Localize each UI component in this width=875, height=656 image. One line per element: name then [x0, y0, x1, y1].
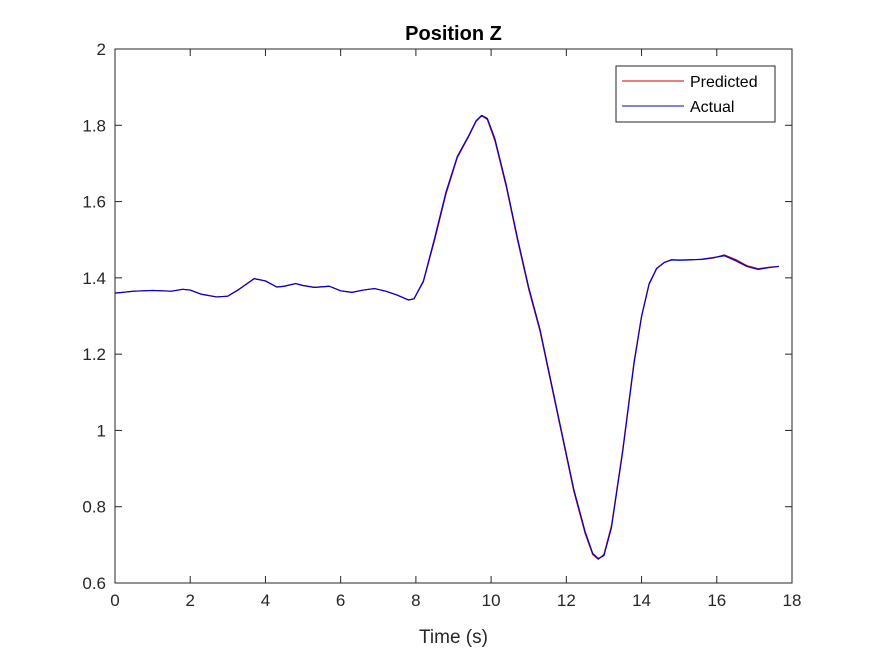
y-tick-label: 2 — [97, 40, 106, 59]
x-axis-title: Time (s) — [419, 627, 488, 648]
x-tick-label: 18 — [783, 591, 802, 610]
plot-area — [115, 49, 792, 583]
x-tick-label: 4 — [261, 591, 270, 610]
y-tick-label: 0.6 — [82, 574, 106, 593]
x-tick-label: 0 — [110, 591, 119, 610]
x-tick-label: 12 — [557, 591, 576, 610]
y-tick-label: 1.2 — [82, 345, 106, 364]
x-tick-label: 2 — [185, 591, 194, 610]
x-tick-label: 16 — [707, 591, 726, 610]
axes-box — [114, 48, 793, 584]
legend-label-actual: Actual — [690, 99, 734, 116]
series-layer — [114, 114, 779, 560]
series-line-actual — [114, 114, 779, 560]
chart-title: Position Z — [405, 23, 502, 45]
y-tick-label: 1 — [97, 421, 106, 440]
y-tick-label: 1.6 — [82, 193, 106, 212]
x-tick-label: 14 — [632, 591, 651, 610]
ticks-layer: 0 2 4 6 8 10 12 14 16 18 0.6 0.8 1 1.2 1.4 1.6 1.8 2 — [82, 40, 801, 610]
y-tick-label: 1.8 — [82, 116, 106, 135]
legend-label-predicted: Predicted — [690, 74, 758, 91]
legend: Predicted Actual — [615, 65, 776, 123]
x-tick-label: 8 — [411, 591, 420, 610]
legend-box — [615, 65, 776, 123]
x-tick-label: 6 — [336, 591, 345, 610]
y-tick-label: 1.4 — [82, 269, 106, 288]
y-tick-label: 0.8 — [82, 498, 106, 517]
x-tick-label: 10 — [482, 591, 501, 610]
